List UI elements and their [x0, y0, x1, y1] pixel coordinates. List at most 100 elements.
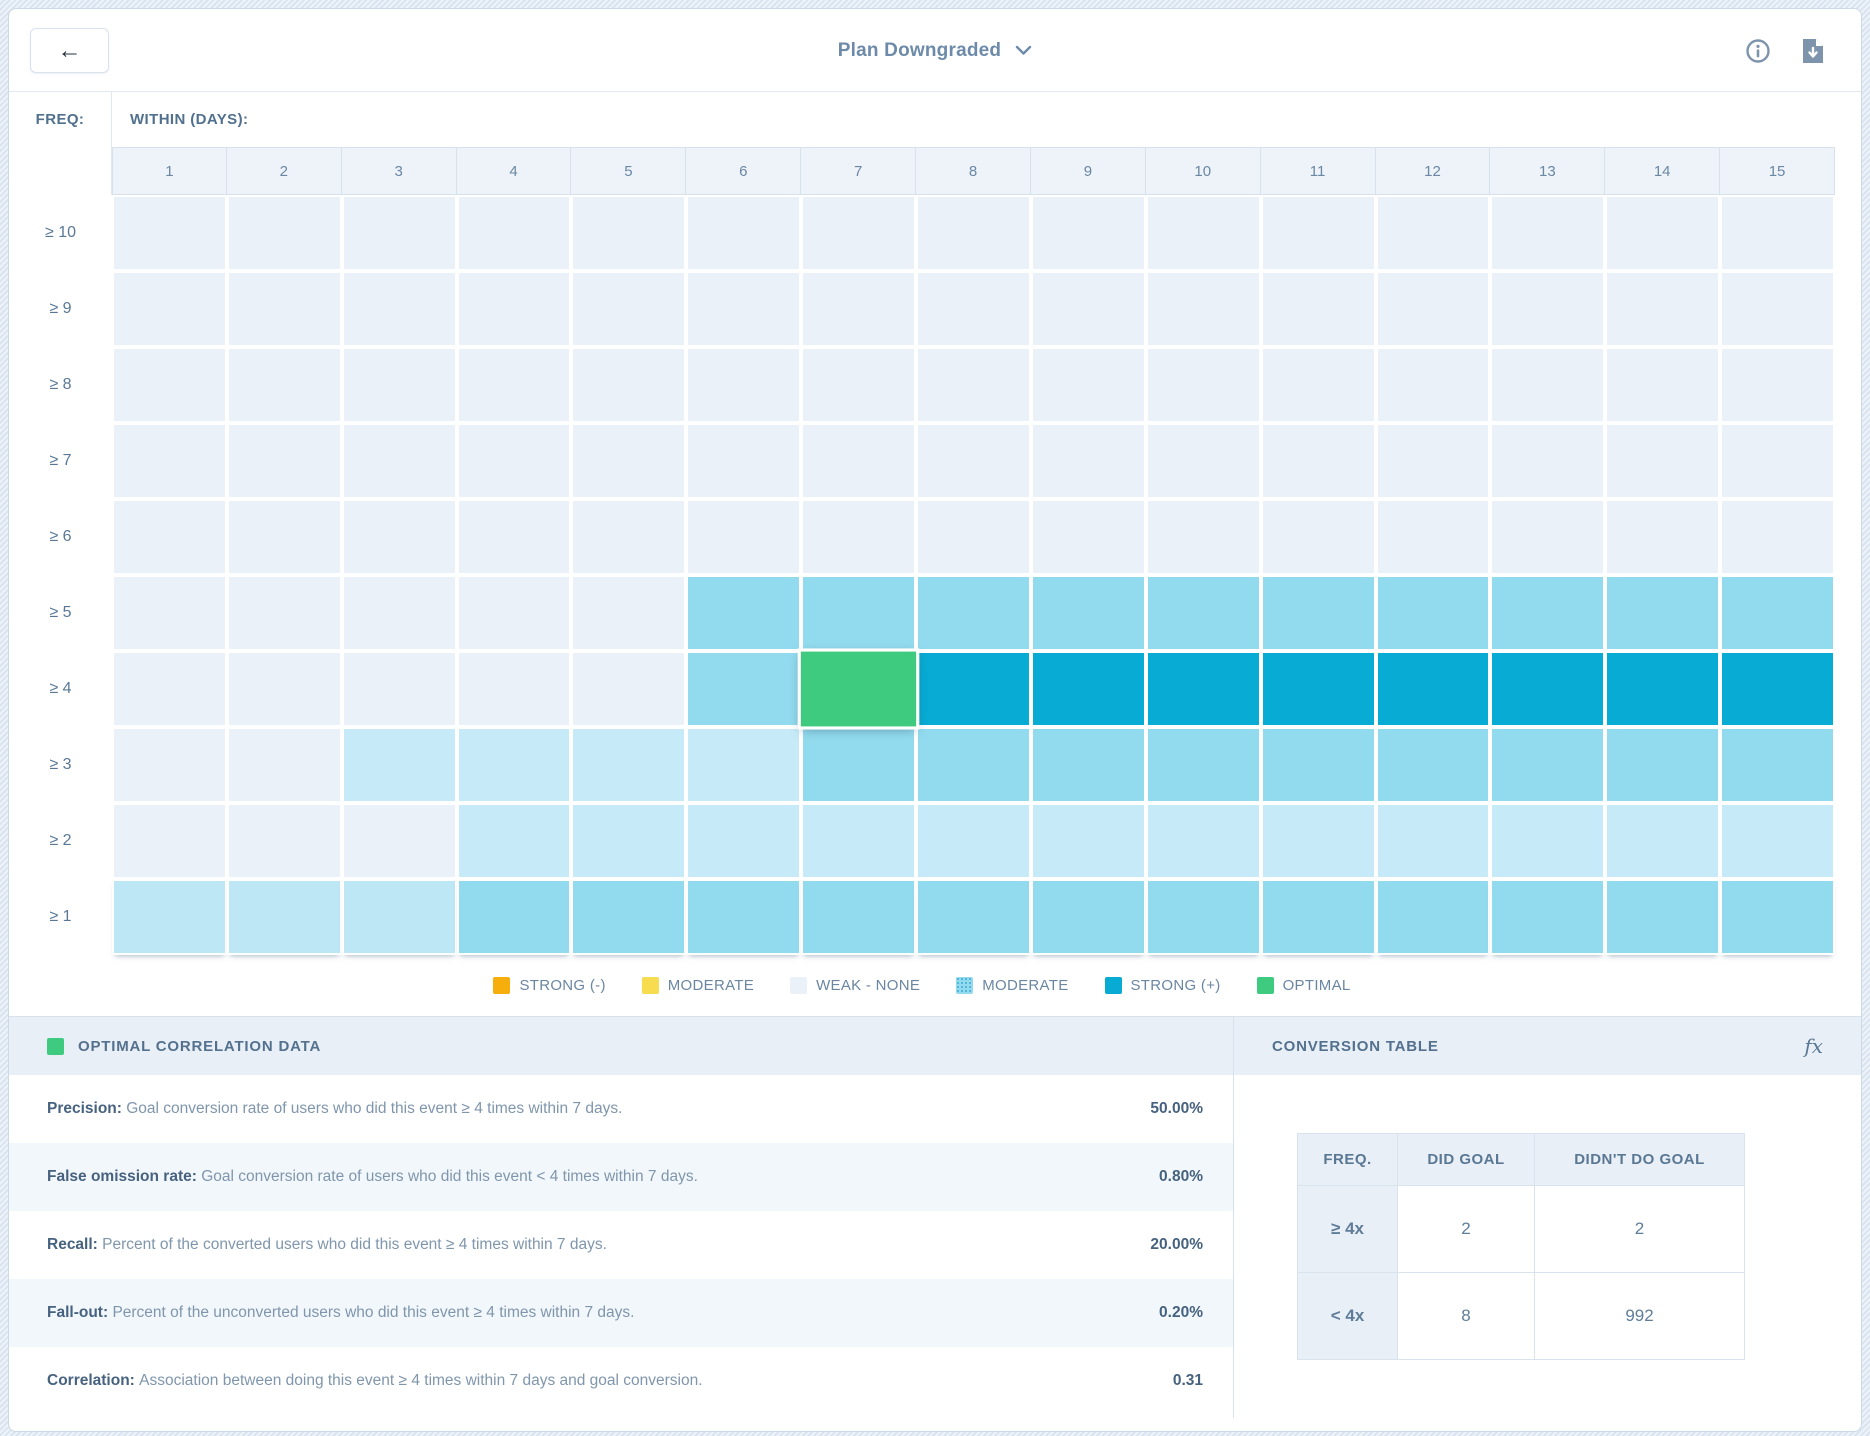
heatmap-cell[interactable] [918, 501, 1029, 573]
heatmap-cell[interactable] [1147, 273, 1259, 345]
heatmap-cell[interactable] [1607, 805, 1719, 877]
heatmap-cell[interactable] [1032, 881, 1144, 953]
heatmap-cell[interactable] [688, 349, 800, 421]
heatmap-cell[interactable] [1377, 349, 1489, 421]
heatmap-cell[interactable] [228, 349, 340, 421]
heatmap-cell[interactable] [688, 653, 800, 725]
heatmap-cell[interactable] [114, 653, 225, 725]
heatmap-cell[interactable] [114, 881, 225, 953]
heatmap-cell[interactable] [1722, 349, 1833, 421]
heatmap-cell[interactable] [918, 577, 1029, 649]
heatmap-cell[interactable] [1032, 729, 1144, 801]
heatmap-cell[interactable] [573, 501, 685, 573]
heatmap-cell[interactable] [1147, 653, 1259, 725]
heatmap-cell[interactable] [1492, 881, 1604, 953]
heatmap-cell[interactable] [458, 881, 570, 953]
heatmap-cell[interactable] [688, 805, 800, 877]
heatmap-cell[interactable] [803, 881, 915, 953]
heatmap-cell[interactable] [688, 425, 800, 497]
heatmap-cell[interactable] [573, 805, 685, 877]
heatmap-cell[interactable] [1147, 881, 1259, 953]
heatmap-cell[interactable] [343, 729, 455, 801]
heatmap-cell[interactable] [688, 501, 800, 573]
heatmap-cell[interactable] [228, 653, 340, 725]
chevron-down-icon[interactable] [1015, 45, 1032, 56]
heatmap-cell[interactable] [1377, 653, 1489, 725]
heatmap-cell[interactable] [1262, 197, 1374, 269]
heatmap-cell[interactable] [343, 577, 455, 649]
heatmap-cell[interactable] [343, 805, 455, 877]
heatmap-cell[interactable] [228, 805, 340, 877]
formula-fx-icon[interactable]: fx [1804, 1034, 1823, 1058]
heatmap-cell[interactable] [458, 349, 570, 421]
heatmap-cell[interactable] [114, 577, 225, 649]
heatmap-cell[interactable] [1492, 273, 1604, 345]
heatmap-cell[interactable] [1147, 729, 1259, 801]
heatmap-cell[interactable] [1377, 197, 1489, 269]
heatmap-cell[interactable] [1722, 197, 1833, 269]
heatmap-cell[interactable] [1607, 197, 1719, 269]
heatmap-cell[interactable] [1607, 729, 1719, 801]
heatmap-cell[interactable] [1262, 729, 1374, 801]
heatmap-cell[interactable] [343, 653, 455, 725]
heatmap-cell[interactable] [1492, 653, 1604, 725]
heatmap-cell[interactable] [458, 729, 570, 801]
heatmap-cell[interactable] [1262, 501, 1374, 573]
heatmap-cell[interactable] [1722, 653, 1833, 725]
heatmap-cell[interactable] [803, 349, 915, 421]
heatmap-cell[interactable] [918, 729, 1029, 801]
heatmap-cell[interactable] [1032, 425, 1144, 497]
heatmap-cell[interactable] [918, 197, 1029, 269]
heatmap-cell[interactable] [228, 881, 340, 953]
heatmap-cell[interactable] [573, 653, 685, 725]
heatmap-cell[interactable] [114, 273, 225, 345]
heatmap-cell[interactable] [1147, 197, 1259, 269]
heatmap-cell[interactable] [228, 273, 340, 345]
heatmap-cell[interactable] [688, 577, 800, 649]
heatmap-cell[interactable] [1147, 349, 1259, 421]
heatmap-cell[interactable] [114, 197, 225, 269]
heatmap-cell[interactable] [343, 501, 455, 573]
heatmap-cell[interactable] [458, 425, 570, 497]
heatmap-cell[interactable] [1147, 501, 1259, 573]
heatmap-cell[interactable] [688, 197, 800, 269]
heatmap-cell[interactable] [1262, 577, 1374, 649]
heatmap-cell[interactable] [573, 577, 685, 649]
heatmap-cell[interactable] [573, 197, 685, 269]
heatmap-cell[interactable] [1607, 349, 1719, 421]
heatmap-cell[interactable] [114, 729, 225, 801]
heatmap-cell[interactable] [918, 805, 1029, 877]
heatmap-cell[interactable] [1377, 273, 1489, 345]
heatmap-cell[interactable] [1607, 501, 1719, 573]
heatmap-cell[interactable] [918, 349, 1029, 421]
heatmap-cell[interactable] [1032, 805, 1144, 877]
heatmap-cell[interactable] [1492, 197, 1604, 269]
heatmap-cell[interactable] [114, 349, 225, 421]
heatmap-cell[interactable] [343, 197, 455, 269]
heatmap-cell[interactable] [803, 273, 915, 345]
heatmap-cell[interactable] [1032, 349, 1144, 421]
heatmap-cell[interactable] [1262, 273, 1374, 345]
heatmap-cell[interactable] [1492, 501, 1604, 573]
heatmap-cell[interactable] [458, 653, 570, 725]
heatmap-cell[interactable] [918, 653, 1029, 725]
heatmap-cell[interactable] [1377, 577, 1489, 649]
heatmap-cell[interactable] [228, 425, 340, 497]
heatmap-cell[interactable] [1377, 881, 1489, 953]
heatmap-cell[interactable] [1377, 805, 1489, 877]
heatmap-cell[interactable] [458, 273, 570, 345]
heatmap-cell[interactable] [1492, 577, 1604, 649]
heatmap-cell[interactable] [803, 805, 915, 877]
info-icon[interactable] [1745, 38, 1771, 64]
heatmap-cell[interactable] [1492, 425, 1604, 497]
heatmap-cell[interactable] [573, 273, 685, 345]
heatmap-cell[interactable] [1032, 501, 1144, 573]
heatmap-cell[interactable] [343, 273, 455, 345]
heatmap-cell[interactable] [1607, 653, 1719, 725]
heatmap-cell[interactable] [458, 805, 570, 877]
heatmap-cell[interactable] [1147, 425, 1259, 497]
optimal-cell[interactable] [797, 648, 920, 730]
download-icon[interactable] [1801, 37, 1825, 65]
heatmap-cell[interactable] [573, 729, 685, 801]
heatmap-cell[interactable] [1377, 425, 1489, 497]
